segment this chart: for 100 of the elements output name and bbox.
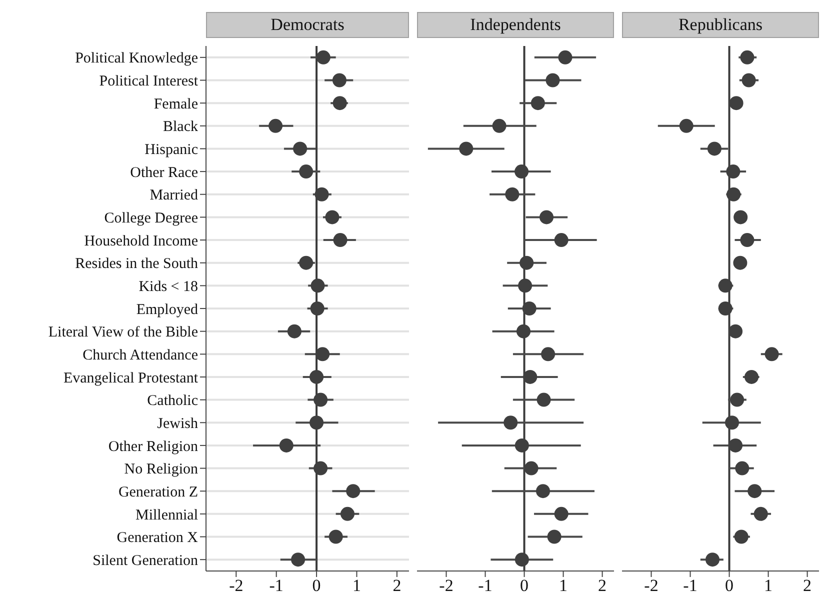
y-tick-label: Catholic bbox=[147, 393, 198, 410]
x-tick-label: -1 bbox=[683, 576, 698, 596]
point bbox=[504, 416, 518, 430]
point bbox=[744, 370, 759, 384]
point bbox=[726, 187, 741, 202]
y-tick-label: Political Knowledge bbox=[75, 50, 198, 67]
point bbox=[523, 370, 538, 384]
point bbox=[733, 256, 748, 270]
point bbox=[547, 530, 562, 544]
point bbox=[279, 438, 294, 452]
point bbox=[726, 164, 740, 179]
point bbox=[546, 73, 560, 88]
point bbox=[558, 50, 572, 64]
point bbox=[316, 347, 330, 362]
point bbox=[540, 210, 554, 224]
point bbox=[707, 142, 722, 156]
point bbox=[764, 347, 779, 362]
point bbox=[299, 164, 314, 179]
y-tick-label: Jewish bbox=[157, 416, 198, 432]
point bbox=[522, 302, 536, 316]
point bbox=[728, 324, 743, 338]
point bbox=[310, 416, 324, 430]
x-tick-label: 0 bbox=[520, 576, 529, 596]
point bbox=[310, 302, 324, 316]
chart-title: Democrats bbox=[206, 12, 409, 38]
point bbox=[735, 461, 750, 476]
point bbox=[492, 118, 506, 133]
y-tick-label: Millennial bbox=[136, 507, 198, 524]
point bbox=[310, 370, 324, 384]
point bbox=[729, 96, 744, 110]
y-tick-label: Female bbox=[154, 96, 198, 112]
point bbox=[524, 461, 538, 476]
x-tick-label: 1 bbox=[352, 576, 361, 596]
x-tick-label: -1 bbox=[478, 576, 492, 596]
point bbox=[679, 118, 694, 133]
point bbox=[518, 278, 532, 293]
point bbox=[734, 210, 748, 224]
point bbox=[554, 233, 568, 248]
point bbox=[740, 233, 754, 248]
y-tick-label: College Degree bbox=[104, 210, 198, 227]
point bbox=[725, 416, 740, 430]
point bbox=[536, 392, 551, 407]
y-tick-label: Household Income bbox=[84, 233, 198, 250]
y-tick-label: Evangelical Protestant bbox=[63, 370, 199, 386]
x-tick-label: 2 bbox=[803, 576, 812, 596]
x-tick-label: 2 bbox=[392, 576, 402, 596]
point bbox=[314, 461, 328, 476]
chart-title: Independents bbox=[417, 12, 614, 38]
y-tick-label: Silent Generation bbox=[92, 552, 198, 569]
point bbox=[328, 530, 343, 544]
point bbox=[333, 233, 348, 248]
x-tick-label: 2 bbox=[598, 576, 607, 596]
y-tick-label: Hispanic bbox=[144, 142, 198, 158]
y-tick-label: Political Interest bbox=[99, 74, 199, 90]
x-tick-label: -2 bbox=[439, 576, 454, 596]
y-tick-label: Church Attendance bbox=[82, 347, 198, 364]
point bbox=[314, 187, 329, 202]
point bbox=[310, 278, 325, 293]
y-tick-label: Kids < 18 bbox=[138, 279, 198, 295]
chart-title: Republicans bbox=[622, 12, 819, 38]
point bbox=[734, 530, 748, 544]
point bbox=[554, 506, 568, 521]
point bbox=[728, 438, 743, 452]
y-tick-label: Other Race bbox=[130, 164, 198, 181]
y-tick-label: Literal View of the Bible bbox=[48, 324, 198, 341]
point bbox=[740, 50, 754, 64]
point bbox=[754, 506, 768, 521]
point bbox=[299, 256, 314, 270]
point bbox=[287, 324, 302, 338]
point bbox=[505, 187, 520, 202]
point bbox=[742, 73, 756, 88]
point bbox=[541, 347, 556, 362]
x-tick-label: 0 bbox=[312, 576, 321, 596]
point bbox=[332, 96, 347, 110]
x-tick-label: 1 bbox=[559, 576, 568, 596]
y-tick-label: Employed bbox=[136, 302, 198, 318]
point bbox=[530, 96, 545, 110]
point bbox=[730, 392, 744, 407]
point bbox=[293, 142, 308, 156]
y-tick-label: Generation X bbox=[116, 530, 198, 546]
point bbox=[520, 256, 534, 270]
point bbox=[325, 210, 340, 224]
y-tick-label: Resides in the South bbox=[75, 256, 198, 272]
point bbox=[706, 552, 720, 567]
point bbox=[718, 278, 732, 293]
x-tick-label: -1 bbox=[269, 576, 284, 596]
point bbox=[346, 484, 360, 498]
point bbox=[514, 552, 529, 567]
point bbox=[340, 506, 354, 521]
y-tick-label: Married bbox=[150, 188, 198, 204]
y-tick-label: Black bbox=[163, 119, 198, 136]
point bbox=[332, 73, 346, 88]
point bbox=[314, 392, 328, 407]
x-tick-label: -2 bbox=[644, 576, 658, 596]
point bbox=[748, 484, 762, 498]
y-tick-label: Other Religion bbox=[108, 438, 198, 455]
point bbox=[291, 552, 306, 567]
point bbox=[514, 164, 529, 179]
y-tick-label: Generation Z bbox=[118, 484, 198, 500]
x-tick-label: -2 bbox=[229, 576, 244, 596]
